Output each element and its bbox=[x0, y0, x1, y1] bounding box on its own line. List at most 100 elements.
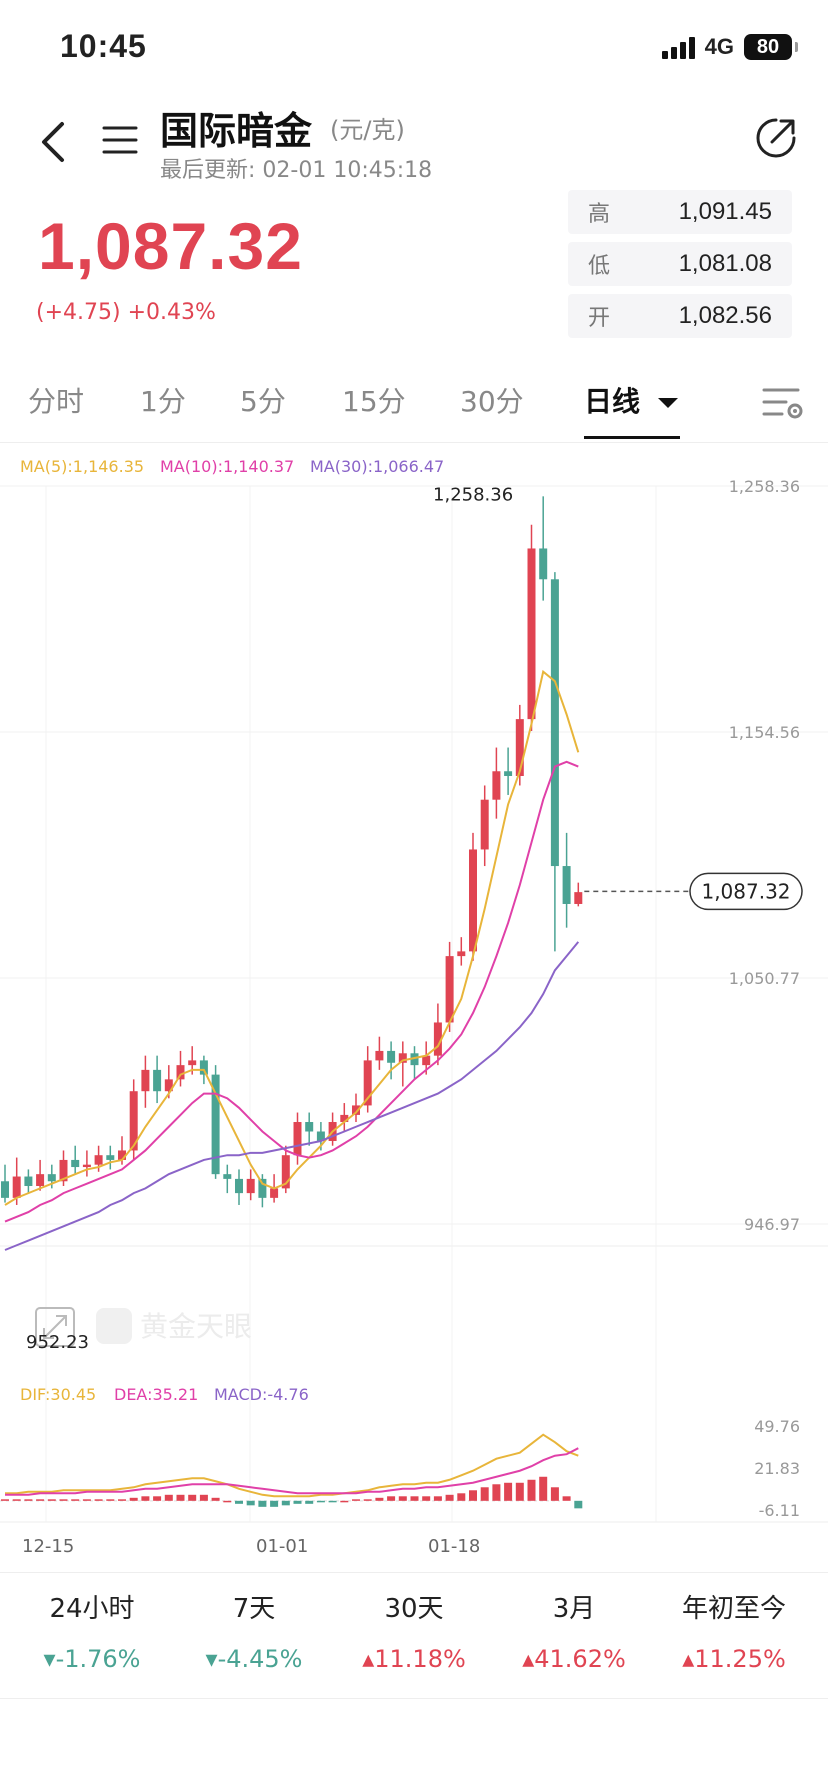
candle-body bbox=[422, 1055, 431, 1066]
ma10-legend: MA(10):1,140.37 bbox=[160, 457, 294, 476]
x-axis-label: 01-18 bbox=[428, 1536, 480, 1556]
candle-body bbox=[527, 548, 536, 720]
tab-5min[interactable]: 5分 bbox=[240, 385, 286, 418]
x-axis-label: 12-15 bbox=[22, 1536, 74, 1556]
current-price: 1,087.32 bbox=[38, 209, 303, 283]
stat-ytd[interactable]: 年初至今 ▴11.25% bbox=[654, 1570, 814, 1673]
candle-body bbox=[223, 1174, 232, 1179]
triangle-up-icon: ▴ bbox=[522, 1645, 535, 1673]
ma5-line bbox=[4, 669, 580, 1206]
tab-daily[interactable]: 日线 bbox=[584, 380, 680, 420]
triangle-down-icon: ▾ bbox=[43, 1645, 56, 1673]
candle-body bbox=[363, 1060, 372, 1106]
candle-body bbox=[574, 892, 583, 904]
macd-bar bbox=[469, 1490, 477, 1501]
macd-bar bbox=[281, 1500, 290, 1506]
stat-7d[interactable]: 7天 ▾-4.45% bbox=[174, 1570, 334, 1673]
stats-divider-top bbox=[0, 1572, 828, 1573]
tab-30min[interactable]: 30分 bbox=[460, 385, 524, 418]
share-icon[interactable] bbox=[754, 116, 798, 160]
macd-bar bbox=[211, 1497, 220, 1501]
candle-body bbox=[164, 1079, 173, 1092]
current-price-label: 1,087.32 bbox=[701, 879, 790, 903]
macd-bar bbox=[316, 1500, 325, 1503]
macd-bar bbox=[527, 1479, 536, 1501]
candle-body bbox=[59, 1159, 68, 1182]
tab-daily-label: 日线 bbox=[584, 385, 641, 418]
candle-body bbox=[199, 1060, 208, 1075]
stats-divider-bottom bbox=[0, 1698, 828, 1699]
candle-body bbox=[504, 771, 513, 776]
open-row: 开 1,082.56 bbox=[568, 294, 792, 338]
macd-bar bbox=[433, 1496, 442, 1501]
status-indicators: 4G 80 bbox=[661, 34, 798, 60]
candle-body bbox=[316, 1131, 325, 1141]
macd-bar bbox=[270, 1500, 279, 1507]
watermark-logo: 黄金天眼 bbox=[96, 1308, 252, 1344]
stat-label: 30天 bbox=[384, 1594, 444, 1624]
candle-body bbox=[352, 1105, 360, 1115]
stat-label: 7天 bbox=[232, 1594, 276, 1624]
candle-body bbox=[387, 1050, 396, 1063]
candle-body bbox=[270, 1188, 279, 1198]
menu-icon[interactable] bbox=[102, 122, 138, 158]
macd-bar bbox=[328, 1500, 337, 1503]
tab-1min[interactable]: 1分 bbox=[140, 385, 186, 418]
macd-bar bbox=[363, 1499, 372, 1501]
candle-body bbox=[305, 1122, 314, 1132]
chart-settings-icon[interactable] bbox=[762, 384, 804, 424]
candle-body bbox=[118, 1150, 126, 1160]
tab-15min[interactable]: 15分 bbox=[342, 385, 406, 418]
stat-label: 3月 bbox=[552, 1594, 596, 1624]
ma-lines bbox=[4, 669, 580, 1251]
stat-label: 年初至今 bbox=[681, 1594, 786, 1624]
triangle-up-icon: ▴ bbox=[362, 1645, 375, 1673]
candlestick-chart[interactable]: 黄金天眼 MA(5):1,146.35 MA(10):1,140.37 MA(3… bbox=[0, 446, 828, 1556]
back-icon[interactable] bbox=[34, 118, 74, 166]
stat-value: ▾-4.45% bbox=[205, 1645, 303, 1673]
expand-chart-icon[interactable] bbox=[35, 1307, 75, 1347]
macd-bar bbox=[550, 1487, 559, 1501]
macd-bar bbox=[246, 1500, 255, 1506]
candle-body bbox=[492, 771, 501, 800]
macd-bar bbox=[293, 1500, 302, 1504]
stat-30d[interactable]: 30天 ▴11.18% bbox=[334, 1570, 494, 1673]
macd-bar bbox=[59, 1499, 68, 1501]
macd-bar bbox=[24, 1499, 33, 1501]
tab-time-sharing[interactable]: 分时 bbox=[28, 385, 85, 418]
candle-body bbox=[24, 1176, 33, 1187]
status-time: 10:45 bbox=[60, 28, 147, 64]
candle-body bbox=[550, 579, 559, 867]
y-tick-label: 1,050.77 bbox=[729, 969, 800, 988]
candle-body bbox=[235, 1178, 243, 1194]
ma30-line bbox=[4, 941, 580, 1251]
macd-bar bbox=[504, 1482, 513, 1501]
candle-body bbox=[47, 1174, 56, 1182]
macd-bar bbox=[258, 1500, 267, 1507]
stat-24h[interactable]: 24小时 ▾-1.76% bbox=[12, 1570, 172, 1673]
x-axis-label: 01-01 bbox=[256, 1536, 308, 1556]
candle-body bbox=[539, 548, 548, 580]
macd-bar bbox=[106, 1499, 115, 1501]
candle-body bbox=[562, 866, 571, 904]
low-row: 低 1,081.08 bbox=[568, 242, 792, 286]
candle-body bbox=[480, 799, 489, 850]
candle-body bbox=[36, 1174, 45, 1187]
macd-bar bbox=[410, 1496, 419, 1501]
macd-bar bbox=[457, 1493, 466, 1501]
macd-y-tick-label: 49.76 bbox=[754, 1417, 800, 1436]
candle-body bbox=[340, 1114, 349, 1123]
macd-lines bbox=[5, 1433, 579, 1498]
macd-bar bbox=[94, 1499, 103, 1501]
macd-y-tick-label: 21.83 bbox=[754, 1459, 800, 1478]
chart-grid bbox=[0, 485, 828, 1523]
page-title: 国际暗金 bbox=[160, 109, 313, 153]
y-tick-label: 1,154.56 bbox=[729, 723, 800, 742]
dif-line bbox=[5, 1433, 579, 1498]
macd-legend: MACD:-4.76 bbox=[214, 1385, 309, 1404]
price-change: (+4.75) +0.43% bbox=[36, 300, 216, 325]
network-type: 4G bbox=[704, 34, 734, 59]
stat-3m[interactable]: 3月 ▴41.62% bbox=[494, 1570, 654, 1673]
macd-bar bbox=[562, 1496, 571, 1501]
macd-bar bbox=[1, 1499, 9, 1501]
